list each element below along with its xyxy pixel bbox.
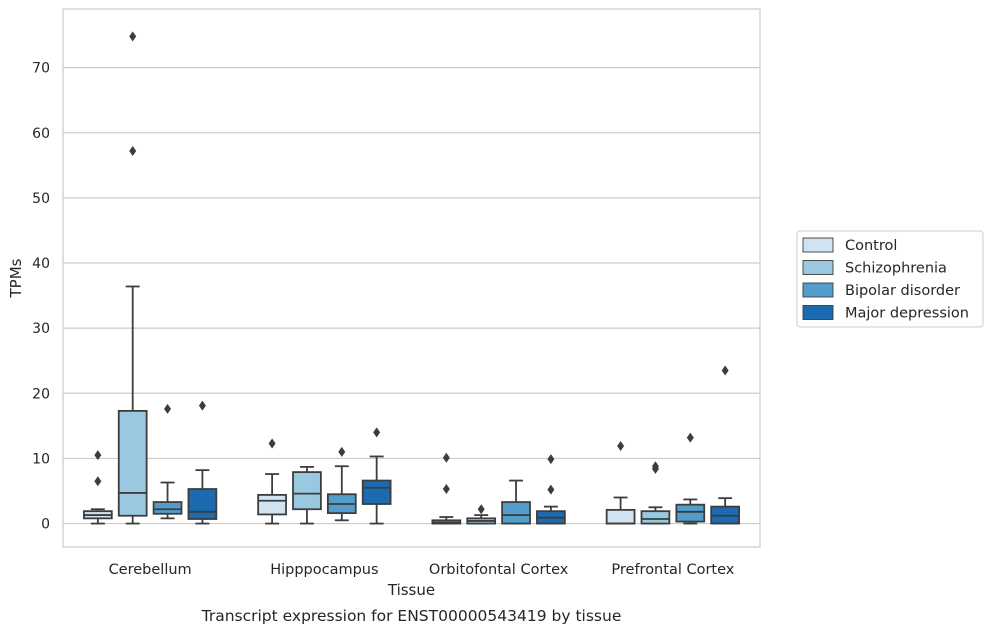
box	[117, 409, 148, 517]
box-group	[117, 31, 148, 525]
box-group	[152, 403, 183, 520]
box	[361, 479, 392, 505]
y-tick-label: 60	[32, 126, 50, 142]
legend-entry-label: Major depression	[845, 306, 969, 322]
box-group	[292, 465, 322, 525]
x-tick-label: Prefrontal Cortex	[611, 562, 734, 578]
outlier-point	[547, 484, 555, 495]
x-tick-label: Orbitofontal Cortex	[429, 562, 569, 578]
legend-frame	[796, 230, 984, 328]
chart-title: Transcript expression for ENST0000054341…	[201, 607, 622, 625]
outlier-point	[442, 484, 450, 495]
box-series	[83, 31, 740, 525]
box-group	[187, 400, 218, 525]
box-group	[605, 441, 636, 525]
box	[187, 488, 218, 520]
outlier-point	[94, 476, 102, 487]
y-axis-label: TPMs	[7, 258, 25, 298]
outlier-point	[94, 450, 102, 461]
legend-entry-label: Schizophrenia	[845, 261, 947, 277]
outlier-point	[442, 452, 450, 463]
y-tick-label: 10	[32, 451, 50, 467]
outlier-point	[373, 427, 381, 438]
box-group	[326, 446, 357, 522]
box-group	[710, 365, 740, 525]
box-group	[675, 432, 706, 525]
legend-swatch	[802, 237, 834, 253]
outlier-point	[338, 446, 346, 457]
box	[501, 501, 531, 525]
box	[152, 501, 183, 515]
box-group	[466, 504, 497, 525]
legend-entry-label: Bipolar disorder	[845, 283, 960, 299]
outlier-point	[721, 365, 729, 376]
legend: Control Schizophrenia Bipolar disorder Majo…	[796, 230, 984, 328]
outlier-point	[268, 438, 276, 449]
outlier-point	[477, 504, 485, 515]
outlier-point	[129, 145, 137, 156]
box	[675, 503, 706, 523]
box	[605, 508, 636, 525]
y-tick-label: 0	[41, 517, 50, 533]
outlier-point	[129, 31, 137, 42]
outlier-point	[164, 403, 172, 414]
y-tick-label: 50	[32, 191, 50, 207]
outlier-point	[198, 400, 206, 411]
y-axis-ticks: 0 10 20 30 40 50 60 70	[32, 61, 50, 533]
box-group	[257, 438, 287, 525]
box-group	[83, 450, 113, 525]
legend-swatch	[802, 282, 834, 298]
x-axis-ticks: Cerebellum Hipppocampus Orbitofontal Corte…	[109, 562, 735, 578]
plot-area-frame	[62, 8, 761, 548]
box	[292, 471, 322, 511]
y-tick-label: 70	[32, 61, 50, 77]
outlier-point	[686, 432, 694, 443]
legend-swatch	[802, 305, 834, 320]
x-tick-label: Cerebellum	[109, 562, 192, 578]
box-group	[536, 454, 566, 525]
y-tick-label: 40	[32, 256, 50, 272]
legend-entry-label: Control	[845, 238, 897, 254]
box	[640, 510, 671, 525]
legend-swatch	[802, 260, 834, 275]
y-tick-label: 20	[32, 386, 50, 402]
y-tick-label: 30	[32, 321, 50, 337]
box	[257, 493, 287, 516]
outlier-point	[547, 454, 555, 465]
outlier-point	[617, 441, 625, 452]
gridlines	[63, 67, 760, 525]
box-group	[361, 427, 392, 525]
box-group	[640, 461, 671, 525]
box-group	[431, 452, 462, 525]
x-axis-label: Tissue	[387, 581, 435, 599]
x-tick-label: Hipppocampus	[270, 562, 378, 578]
outlier-point	[651, 461, 659, 472]
box-group	[501, 479, 531, 525]
